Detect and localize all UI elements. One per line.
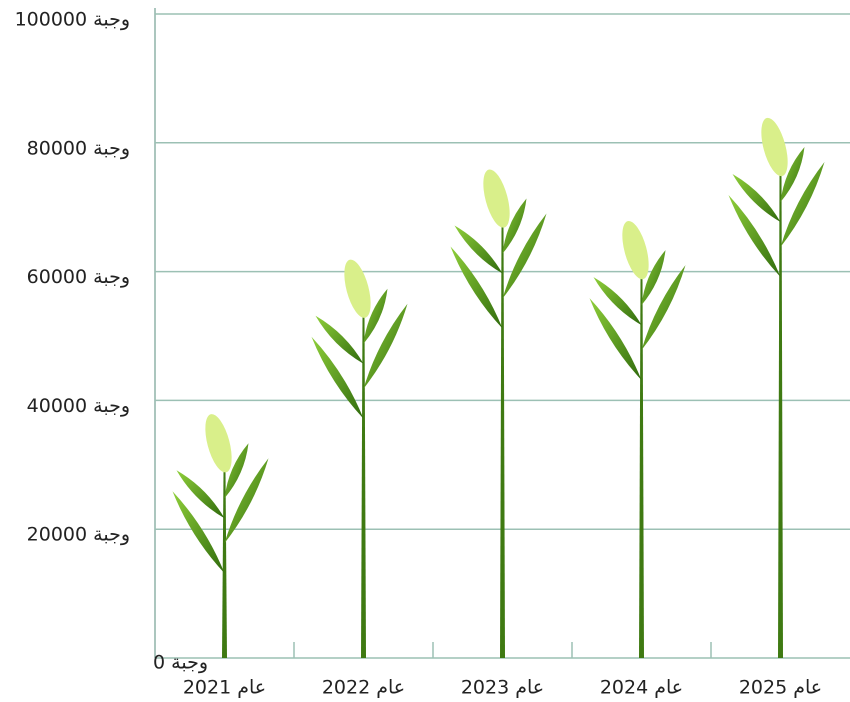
x-tick-label: 2025 عام (739, 677, 822, 699)
plant (728, 117, 825, 659)
x-tick-label: 2021 عام (183, 677, 266, 699)
stem (778, 175, 783, 659)
leaf (780, 162, 825, 248)
leaf (780, 147, 805, 203)
leaf (728, 195, 781, 278)
leaf (363, 288, 388, 344)
plant (589, 220, 686, 658)
leaf (641, 265, 686, 351)
grain (761, 117, 788, 177)
leaf (450, 246, 503, 329)
plant (311, 259, 408, 658)
leaf (641, 250, 666, 306)
leaf (176, 470, 225, 519)
leaf (732, 174, 781, 223)
leaf (172, 491, 225, 574)
plant (450, 169, 547, 658)
plant (172, 414, 269, 658)
x-tick-label: 2023 عام (461, 677, 544, 699)
grain (205, 414, 232, 473)
y-tick-label: 20000 وجبة (27, 524, 130, 546)
y-tick-label: 40000 وجبة (27, 395, 130, 417)
leaf (363, 303, 408, 389)
leaf (224, 443, 249, 499)
leaf (311, 336, 364, 419)
y-tick-label: 80000 وجبة (27, 137, 130, 159)
stem (500, 226, 505, 658)
y-tick-label: 60000 وجبة (27, 266, 130, 288)
y-tick-label: 100000 وجبة (15, 9, 130, 31)
leaf (593, 277, 642, 326)
stem (222, 471, 227, 658)
stem (639, 278, 644, 658)
grain (622, 220, 649, 280)
leaf (454, 225, 503, 274)
leaf (502, 198, 527, 254)
grain (483, 169, 510, 228)
leaf (589, 298, 642, 381)
y-tick-label: 0 وجبة (153, 652, 208, 674)
leaf (315, 315, 364, 364)
leaf (224, 458, 269, 544)
x-tick-label: 2024 عام (600, 677, 683, 699)
x-tick-label: 2022 عام (322, 677, 405, 699)
grain (344, 259, 371, 318)
stem (361, 316, 366, 658)
leaf (502, 213, 547, 299)
